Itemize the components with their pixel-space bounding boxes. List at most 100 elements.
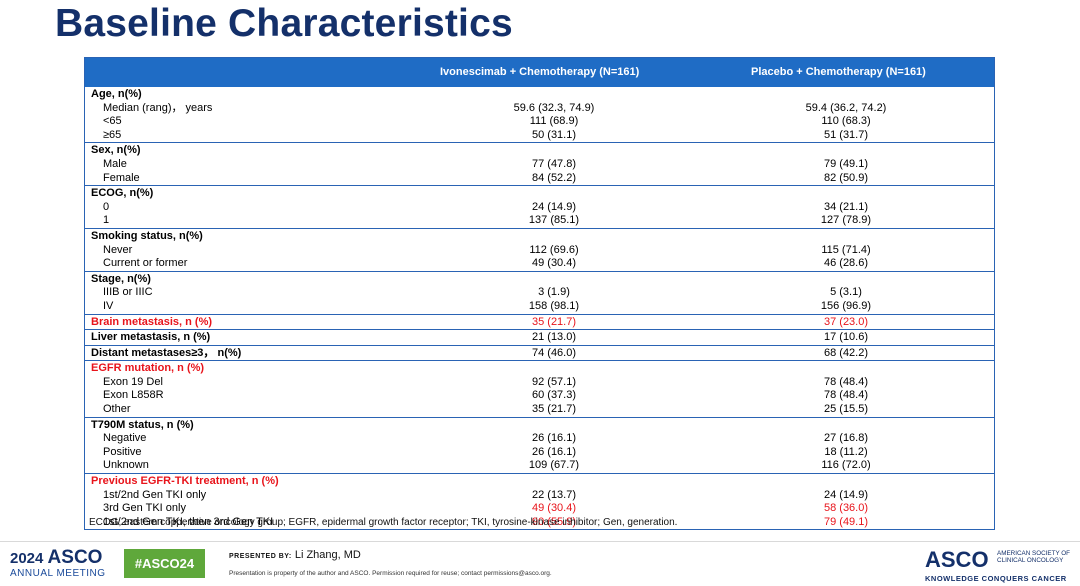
cell-placebo: 46 (28.6) [823,257,869,270]
cell-placebo: 115 (71.4) [821,243,871,256]
logo-meeting: ANNUAL MEETING [10,568,106,579]
cell-ivonescimab: 49 (30.4) [531,257,577,270]
cell-placebo: 78 (48.4) [823,375,869,388]
table-row: Distant metastases≥3， n(%) 74 (46.0) 68 (4… [85,347,994,361]
row-label: Previous EGFR-TKI treatment, n (%) [91,475,279,488]
row-label: Exon 19 Del [103,375,163,388]
row-label: ECOG, n(%) [91,187,154,200]
cell-ivonescimab: 112 (69.6) [529,243,579,256]
cell-ivonescimab: 111 (68.9) [529,115,579,128]
table-row: Exon 19 Del 92 (57.1) 78 (48.4) [85,376,994,390]
table-group: Smoking status, n(%) Never 112 (69.6) 115 (… [85,229,994,272]
table-row: Median (rang)， years 59.6 (32.3, 74.9) 59.… [85,102,994,116]
table-row: Never 112 (69.6) 115 (71.4) [85,244,994,258]
presenter-line: PRESENTED BY: Li Zhang, MD [229,549,361,561]
footnote: ECOG, eastern copperative oncology group… [89,517,678,528]
row-label: 1st/2nd Gen TKI only [103,488,207,501]
table-row: Stage, n(%) [85,273,994,287]
row-label: <65 [103,115,122,128]
table-group: Sex, n(%) Male 77 (47.8) 79 (49.1) Female 84 … [85,143,994,187]
table-group: ECOG, n(%) 0 24 (14.9) 34 (21.1) 1 137 (85.1)… [85,186,994,229]
row-label: Positive [103,445,142,458]
cell-placebo: 59.4 (36.2, 74.2) [805,101,887,114]
society-line2: CLINICAL ONCOLOGY [997,557,1064,564]
society-name: AMERICAN SOCIETY OF CLINICAL ONCOLOGY [997,550,1070,564]
row-label: Smoking status, n(%) [91,229,203,242]
table-group: Distant metastases≥3， n(%) 74 (46.0) 68 (4… [85,346,994,362]
cell-ivonescimab: 3 (1.9) [538,286,570,299]
cell-placebo: 24 (14.9) [823,488,869,501]
table-group: Stage, n(%) IIIB or IIIC 3 (1.9) 5 (3.1) IV 1… [85,272,994,315]
table-row: Current or former 49 (30.4) 46 (28.6) [85,257,994,271]
cell-placebo: 127 (78.9) [820,214,872,227]
row-label: 3rd Gen TKI only [103,502,186,515]
asco-logo-text: ASCO [925,547,989,572]
table-row: Previous EGFR-TKI treatment, n (%) [85,475,994,489]
cell-ivonescimab: 35 (21.7) [531,315,577,328]
cell-ivonescimab: 59.6 (32.3, 74.9) [513,101,595,114]
row-label: IV [103,299,114,312]
cell-ivonescimab: 26 (16.1) [531,445,577,458]
table-group: Age, n(%) Median (rang)， years 59.6 (32.3,… [85,87,994,144]
row-label: IIIB or IIIC [103,286,153,299]
cell-ivonescimab: 109 (67.7) [528,459,580,472]
cell-placebo: 79 (49.1) [823,515,869,528]
asco-annual-meeting-logo: 2024 ASCO ANNUAL MEETING [10,547,106,579]
asco-society-logo: ASCO AMERICAN SOCIETY OF CLINICAL ONCOLOG… [925,547,1070,583]
table-row: ECOG, n(%) [85,187,994,201]
cell-placebo: 37 (23.0) [823,315,869,328]
cell-placebo: 17 (10.6) [823,331,869,344]
row-label: 1st/2nd Gen TKI, then 3rd Gen TKI [103,515,274,528]
table-row: 1 137 (85.1) 127 (78.9) [85,214,994,228]
cell-placebo: 110 (68.3) [821,115,871,128]
table-group: EGFR mutation, n (%) Exon 19 Del 92 (57.1)… [85,361,994,418]
presented-by-label: PRESENTED BY: [229,553,292,560]
cell-ivonescimab: 137 (85.1) [528,214,580,227]
cell-ivonescimab: 22 (13.7) [531,488,577,501]
table-row: Other 35 (21.7) 25 (15.5) [85,403,994,417]
table-group: T790M status, n (%) Negative 26 (16.1) 27 (… [85,418,994,475]
baseline-table: Ivonescimab + Chemotherapy (N=161) Place… [84,57,995,531]
disclaimer: Presentation is property of the author a… [229,570,552,577]
table-row: EGFR mutation, n (%) [85,362,994,376]
row-label: Brain metastasis, n (%) [91,315,213,328]
row-label: 1 [103,214,110,227]
cell-placebo: 156 (96.9) [820,299,872,312]
table-row: ≥65 50 (31.1) 51 (31.7) [85,129,994,143]
cell-ivonescimab: 35 (21.7) [531,403,577,416]
tagline: KNOWLEDGE CONQUERS CANCER [925,574,1067,583]
column-header-placebo: Placebo + Chemotherapy (N=161) [751,66,926,78]
row-label: Female [103,171,140,184]
row-label: Distant metastases≥3， n(%) [91,346,242,359]
cell-ivonescimab: 50 (31.1) [531,128,577,141]
table-row: 1st/2nd Gen TKI only 22 (13.7) 24 (14.9) [85,489,994,503]
row-label: ≥65 [103,128,122,141]
table-row: 3rd Gen TKI only 49 (30.4) 58 (36.0) [85,502,994,516]
table-row: Positive 26 (16.1) 18 (11.2) [85,446,994,460]
cell-placebo: 68 (42.2) [823,346,869,359]
cell-ivonescimab: 74 (46.0) [531,346,577,359]
cell-ivonescimab: 60 (37.3) [531,389,577,402]
table-body: Age, n(%) Median (rang)， years 59.6 (32.3,… [85,87,994,529]
row-label: Age, n(%) [91,88,142,100]
table-row: Liver metastasis, n (%) 21 (13.0) 17 (10.6… [85,331,994,345]
row-label: EGFR mutation, n (%) [91,362,205,375]
cell-placebo: 58 (36.0) [823,502,869,515]
society-line1: AMERICAN SOCIETY OF [997,550,1071,557]
cell-placebo: 34 (21.1) [823,200,869,213]
row-label: Current or former [103,257,188,270]
cell-ivonescimab: 77 (47.8) [531,157,577,170]
table-row: Negative 26 (16.1) 27 (16.8) [85,432,994,446]
row-label: 0 [103,200,110,213]
table-group: Brain metastasis, n (%) 35 (21.7) 37 (23.0… [85,315,994,331]
table-group: Liver metastasis, n (%) 21 (13.0) 17 (10.6… [85,330,994,346]
table-row: Smoking status, n(%) [85,230,994,244]
cell-ivonescimab: 84 (52.2) [531,171,577,184]
row-label: Unknown [103,459,149,472]
table-row: Female 84 (52.2) 82 (50.9) [85,172,994,186]
table-row: Exon L858R 60 (37.3) 78 (48.4) [85,389,994,403]
table-row: Sex, n(%) [85,144,994,158]
table-row: 0 24 (14.9) 34 (21.1) [85,201,994,215]
row-label: Male [103,157,127,170]
logo-asco: ASCO [47,547,103,568]
